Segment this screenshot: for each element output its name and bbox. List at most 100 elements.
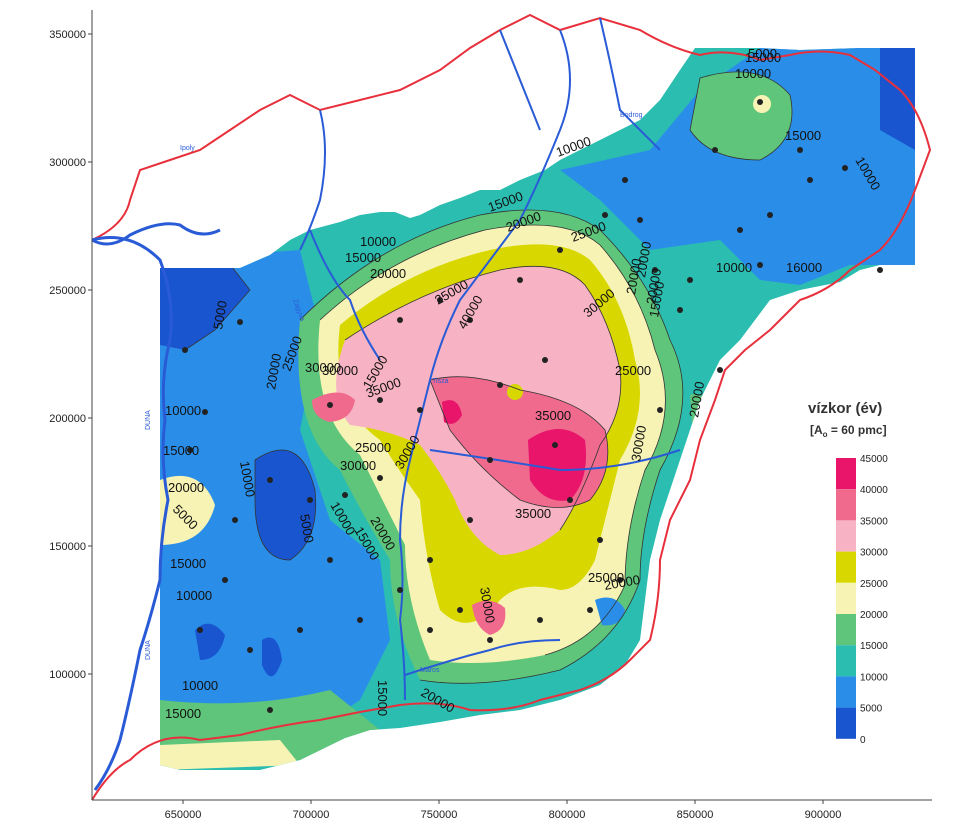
sample-point <box>427 557 433 563</box>
sample-point <box>467 317 473 323</box>
sample-point <box>757 99 763 105</box>
country-border <box>91 13 932 801</box>
river-maros <box>404 639 561 676</box>
zone-south-35000 <box>472 600 506 635</box>
contour-label: 10000 <box>360 234 396 249</box>
sample-point <box>657 407 663 413</box>
river-hernad <box>499 29 541 131</box>
sample-point <box>397 587 403 593</box>
sample-point <box>232 517 238 523</box>
x-tick-label: 750000 <box>421 809 458 821</box>
sample-point <box>467 517 473 523</box>
contour-label: 30000 <box>628 424 649 462</box>
contour-line-35000 <box>344 265 622 531</box>
river-ipoly <box>299 109 326 251</box>
sample-point <box>687 277 693 283</box>
sample-point <box>602 212 608 218</box>
rivers-minor <box>299 17 681 701</box>
legend-value: 15000 <box>860 641 888 652</box>
legend-value: 35000 <box>860 516 888 527</box>
legend-swatch <box>836 707 856 739</box>
y-tick-label: 250000 <box>49 285 86 297</box>
contour-label: 20000 <box>603 572 641 593</box>
sample-point <box>327 402 333 408</box>
legend-title: vízkor (év) <box>808 400 882 417</box>
zone-sw-5000-b <box>262 637 282 677</box>
river-label-ipoly: Ipoly <box>180 145 195 152</box>
sample-point <box>437 297 443 303</box>
sample-point <box>517 277 523 283</box>
sample-point <box>557 247 563 253</box>
legend-swatch <box>836 676 856 708</box>
contour-label: 15000 <box>163 443 199 458</box>
sample-point <box>877 267 883 273</box>
legend-value: 45000 <box>860 454 888 465</box>
y-tick-label: 100000 <box>49 669 86 681</box>
sample-point <box>327 557 333 563</box>
sample-point <box>842 165 848 171</box>
sample-point <box>487 457 493 463</box>
river-zagyva <box>309 229 381 361</box>
sample-point <box>377 475 383 481</box>
legend-value: 0 <box>860 735 866 746</box>
legend-value: 20000 <box>860 610 888 621</box>
sample-point <box>587 607 593 613</box>
sample-point <box>597 537 603 543</box>
y-tick-label: 200000 <box>49 413 86 425</box>
contour-line-25000 <box>319 224 666 656</box>
sample-point <box>737 227 743 233</box>
y-tick-label: 150000 <box>49 541 86 553</box>
contour-label: 10000 <box>165 403 201 418</box>
sample-point <box>757 262 763 268</box>
zone-ne-5000 <box>880 48 915 150</box>
sample-point <box>677 307 683 313</box>
legend-swatch <box>836 645 856 677</box>
sample-point <box>542 357 548 363</box>
legend-value: 5000 <box>860 704 883 715</box>
sample-point <box>222 577 228 583</box>
legend-swatch <box>836 458 856 490</box>
x-tick-label: 850000 <box>677 809 714 821</box>
river-duna <box>91 236 173 791</box>
contour-label: 10000 <box>176 588 212 603</box>
zone-west-20000 <box>160 475 215 545</box>
y-ticks: 350000 300000 250000 200000 150000 100000 <box>49 29 92 681</box>
sample-point <box>187 447 193 453</box>
zone-west-35000 <box>312 392 355 422</box>
x-tick-label: 800000 <box>549 809 586 821</box>
contour-label: 15000 <box>745 50 781 65</box>
contour-label: 15000 <box>345 250 381 265</box>
contour-label: 15000 <box>785 128 821 143</box>
legend: vízkor (év) [Ao = 60 pmc] 45000 40000 3500… <box>808 400 888 746</box>
contour-label: 25000 <box>615 363 651 378</box>
contour-line-20000 <box>299 209 684 684</box>
sample-point <box>357 617 363 623</box>
zone-45000 <box>528 429 586 501</box>
sample-point <box>267 707 273 713</box>
zone-yellow-spot <box>507 384 523 400</box>
river-label-bodrog: Bodrog <box>620 112 643 119</box>
sample-point <box>377 397 383 403</box>
zone-sw-5000-a <box>195 623 225 660</box>
sample-point <box>637 217 643 223</box>
zone-ne-15000 <box>690 71 792 160</box>
sample-point <box>307 497 313 503</box>
contour-label: 20000 <box>370 266 406 281</box>
sample-point <box>487 637 493 643</box>
river-bodrog <box>599 17 661 151</box>
legend-swatches: 45000 40000 35000 30000 25000 20000 15000 10000… <box>836 454 888 746</box>
legend-value: 10000 <box>860 672 888 683</box>
sample-point <box>652 267 658 273</box>
sample-point <box>182 347 188 353</box>
legend-subtitle: [Ao = 60 pmc] <box>810 423 887 439</box>
sample-point <box>417 407 423 413</box>
contour-label: 15000 <box>375 680 390 716</box>
river-label-duna-1: DUNA <box>145 410 152 430</box>
contour-label: 20000 <box>263 352 284 390</box>
contour-label: 20000 <box>686 380 707 418</box>
sample-point <box>567 497 573 503</box>
sample-point <box>297 627 303 633</box>
sample-point <box>267 477 273 483</box>
